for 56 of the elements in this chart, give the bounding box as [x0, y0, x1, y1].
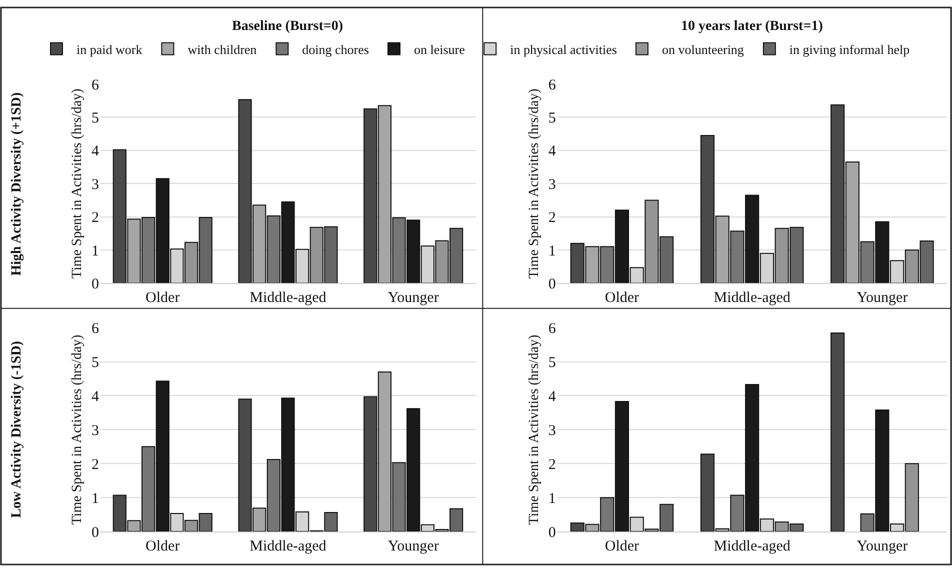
y-tick-label: 3	[91, 422, 99, 439]
y-axis-title: Time Spent in Activities (hrs/day)	[70, 88, 86, 279]
x-tick-label: Middle-aged	[714, 538, 791, 555]
y-tick-label: 5	[548, 355, 556, 372]
y-tick-label: 2	[548, 210, 556, 226]
y-tick-label: 4	[91, 144, 100, 160]
y-tick-label: 1	[91, 243, 99, 260]
legend-label: in giving informal help	[789, 42, 910, 57]
x-tick-label: Older	[604, 538, 640, 555]
x-tick-label: Younger	[388, 538, 439, 555]
x-tick-label: Older	[146, 290, 180, 306]
y-tick-label: 0	[91, 276, 99, 292]
text: Low Activity Diversity (-1SD)	[9, 340, 24, 518]
x-tick-label: Younger	[856, 290, 908, 306]
y-tick-label: 4	[548, 388, 556, 405]
x-tick-label: Older	[146, 538, 180, 555]
y-axis-title: Time Spent in Activities (hrs/day)	[527, 88, 542, 279]
y-tick-label: 5	[91, 110, 99, 126]
y-tick-label: 1	[548, 243, 556, 260]
y-tick-label: 6	[548, 321, 556, 338]
y-axis-title: Time Spent in Activities (hrs/day)	[527, 334, 542, 525]
bar	[830, 332, 845, 532]
y-tick-label: 6	[91, 77, 100, 94]
legend-label: doing chores	[302, 42, 369, 57]
legend-label: on leisure	[414, 42, 466, 57]
y-tick-label: 2	[91, 456, 99, 473]
x-tick-label: Younger	[856, 538, 908, 555]
y-tick-label: 3	[548, 422, 556, 439]
y-tick-label: 4	[91, 388, 100, 405]
legend-label: in physical activities	[510, 42, 617, 57]
y-tick-label: 0	[548, 524, 556, 541]
y-tick-label: 1	[548, 490, 556, 507]
y-tick-label: 5	[91, 355, 99, 372]
x-tick-label: Younger	[388, 290, 439, 306]
x-tick-label: Middle-aged	[714, 290, 791, 306]
y-tick-label: 2	[548, 456, 556, 473]
x-tick-label: Middle-aged	[250, 290, 327, 306]
chart-title: Baseline (Burst=0)	[232, 19, 344, 34]
x-tick-label: Middle-aged	[250, 538, 327, 555]
y-tick-label: 1	[91, 490, 99, 507]
y-tick-label: 3	[548, 176, 556, 193]
y-tick-label: 5	[548, 110, 556, 126]
legend-label: with children	[188, 42, 258, 57]
y-tick-label: 0	[548, 276, 556, 292]
y-tick-label: 4	[548, 144, 556, 160]
y-tick-label: 3	[91, 176, 99, 193]
legend-label: on volunteering	[662, 42, 744, 57]
x-tick-label: Older	[604, 290, 640, 306]
y-tick-label: 2	[91, 210, 99, 226]
y-tick-label: 0	[91, 524, 99, 541]
y-tick-label: 6	[91, 321, 100, 338]
y-tick-label: 6	[548, 77, 556, 94]
y-axis-title: Time Spent in Activities (hrs/day)	[70, 334, 86, 525]
text: High Activity Diversity (+1SD)	[10, 92, 25, 276]
legend-label: in paid work	[76, 42, 143, 57]
chart-title: 10 years later (Burst=1)	[681, 19, 824, 34]
